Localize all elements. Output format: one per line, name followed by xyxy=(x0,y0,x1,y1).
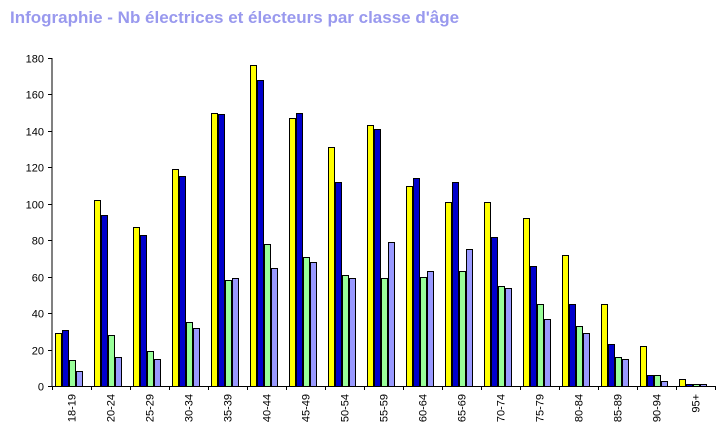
bar xyxy=(310,262,317,387)
x-tick-label: 18-19 xyxy=(67,394,79,422)
bar xyxy=(225,280,232,387)
y-tick-label: 80 xyxy=(32,236,44,248)
bar xyxy=(530,266,537,387)
bar xyxy=(647,375,654,387)
bar xyxy=(537,304,544,387)
x-tick-label: 40-44 xyxy=(262,394,274,422)
x-tick-label: 20-24 xyxy=(106,394,118,422)
bar xyxy=(583,333,590,387)
bar xyxy=(193,328,200,387)
bar xyxy=(654,375,661,387)
x-axis: 18-19 20-24 25-29 30-34 35-39 40-44 45-49 50-54… xyxy=(52,386,716,422)
x-tick-label: 45-49 xyxy=(301,394,313,422)
x-tick-label: 65-69 xyxy=(457,394,469,422)
bar xyxy=(108,335,115,387)
bar xyxy=(569,304,576,387)
bar xyxy=(94,200,101,387)
bar xyxy=(679,379,686,387)
bar xyxy=(250,65,257,387)
bar xyxy=(484,202,491,387)
bar xyxy=(406,186,413,387)
bar xyxy=(427,271,434,387)
bar xyxy=(232,278,239,387)
x-tick-label: 30-34 xyxy=(184,394,196,422)
bar xyxy=(211,113,218,387)
bar xyxy=(115,357,122,387)
x-tick-label: 55-59 xyxy=(379,394,391,422)
bar xyxy=(374,129,381,387)
bar xyxy=(498,286,505,387)
bar xyxy=(622,359,629,387)
bar xyxy=(608,344,615,387)
bar xyxy=(335,182,342,387)
bar xyxy=(218,114,225,387)
bar xyxy=(140,235,147,387)
bar xyxy=(342,275,349,387)
y-tick-label: 20 xyxy=(32,346,44,358)
bar xyxy=(576,326,583,387)
y-axis: 0 20 40 60 80 100 120 140 160 180 xyxy=(26,54,53,394)
bar xyxy=(381,278,388,387)
x-tick-label: 60-64 xyxy=(418,394,430,422)
bar xyxy=(303,257,310,387)
x-tick-label: 35-39 xyxy=(223,394,235,422)
bar xyxy=(452,182,459,387)
bar xyxy=(349,278,356,387)
bar xyxy=(271,268,278,387)
y-tick-label: 140 xyxy=(26,127,44,139)
bar xyxy=(62,330,69,387)
bar xyxy=(172,169,179,387)
bar xyxy=(147,351,154,387)
bar xyxy=(562,255,569,387)
bar xyxy=(133,227,140,387)
bar xyxy=(328,147,335,387)
y-tick-label: 0 xyxy=(38,382,44,394)
bar xyxy=(661,381,668,387)
x-tick-label: 90-94 xyxy=(652,394,664,422)
bar xyxy=(523,218,530,387)
bar xyxy=(367,125,374,387)
bar xyxy=(505,288,512,387)
x-tick-label: 80-84 xyxy=(574,394,586,422)
bar xyxy=(264,244,271,387)
bar xyxy=(101,215,108,387)
bar xyxy=(55,333,62,387)
x-tick-label: 95+ xyxy=(691,394,703,413)
bar xyxy=(179,176,186,387)
bar xyxy=(420,277,427,387)
chart-title: Infographie - Nb électrices et électeurs… xyxy=(10,8,460,27)
y-tick-label: 40 xyxy=(32,309,44,321)
bar xyxy=(544,319,551,387)
bars xyxy=(55,65,707,387)
bar xyxy=(296,113,303,387)
bar xyxy=(154,359,161,387)
bar xyxy=(466,249,473,387)
x-tick-label: 75-79 xyxy=(535,394,547,422)
bar xyxy=(615,357,622,387)
bar xyxy=(388,242,395,387)
bar xyxy=(186,322,193,387)
bar xyxy=(491,237,498,387)
y-tick-label: 180 xyxy=(26,54,44,66)
bar xyxy=(459,271,466,387)
bar xyxy=(640,346,647,387)
x-tick-label: 85-89 xyxy=(613,394,625,422)
x-tick-label: 50-54 xyxy=(340,394,352,422)
bar xyxy=(257,80,264,387)
bar xyxy=(445,202,452,387)
bar xyxy=(413,178,420,387)
y-tick-label: 100 xyxy=(26,200,44,212)
bar xyxy=(289,118,296,387)
x-tick-label: 25-29 xyxy=(145,394,157,422)
bar xyxy=(69,360,76,387)
x-tick-label: 70-74 xyxy=(496,394,508,422)
bar xyxy=(601,304,608,387)
y-tick-label: 120 xyxy=(26,163,44,175)
y-tick-label: 160 xyxy=(26,90,44,102)
y-tick-label: 60 xyxy=(32,273,44,285)
bar xyxy=(76,371,83,387)
